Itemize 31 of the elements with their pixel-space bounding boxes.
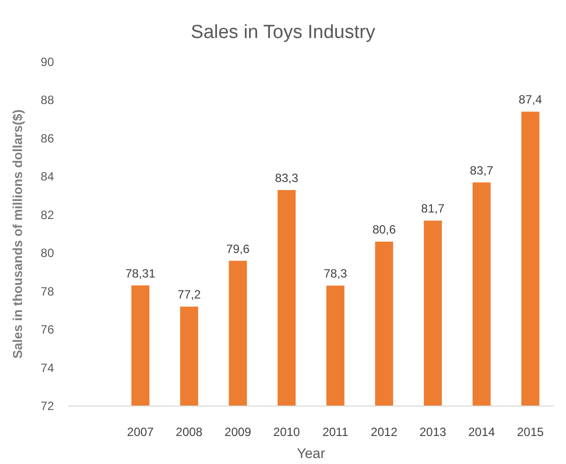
x-tick-label: 2007	[127, 425, 154, 439]
data-label: 80,6	[372, 222, 396, 237]
x-tick-label: 2011	[322, 425, 349, 439]
y-axis-title: Sales in thousands of millions dollars($)	[10, 109, 25, 359]
data-label: 83,7	[470, 163, 494, 178]
y-tick-label: 84	[40, 170, 54, 184]
x-tick-label: 2015	[517, 425, 544, 439]
y-tick-label: 90	[40, 55, 54, 69]
data-label: 78,3	[324, 266, 348, 281]
data-label: 78,31	[125, 266, 156, 280]
data-label: 81,7	[421, 202, 445, 216]
y-tick-label: 88	[40, 93, 54, 108]
x-tick-label: 2010	[273, 425, 300, 439]
x-tick-label: 2013	[420, 425, 447, 439]
data-label: 87,4	[518, 92, 542, 107]
x-tick-label: 2012	[370, 425, 398, 439]
y-tick-label: 80	[40, 246, 54, 260]
x-tick-label: 2008	[176, 425, 203, 439]
y-tick-label: 78	[40, 284, 54, 298]
y-tick-label: 82	[40, 208, 54, 222]
chart-title: Sales in Toys Industry	[190, 22, 376, 43]
data-label: 77,2	[177, 288, 202, 302]
data-label: 83,3	[274, 171, 299, 186]
y-tick-label: 74	[40, 360, 54, 375]
x-tick-label: 2009	[224, 425, 252, 439]
x-axis-title: Year	[296, 445, 326, 461]
x-tick-label: 2014	[468, 425, 496, 439]
y-tick-label: 76	[40, 322, 54, 337]
y-tick-label: 86	[40, 131, 54, 146]
y-tick-label: 72	[40, 399, 54, 413]
data-label: 79,6	[226, 242, 250, 256]
